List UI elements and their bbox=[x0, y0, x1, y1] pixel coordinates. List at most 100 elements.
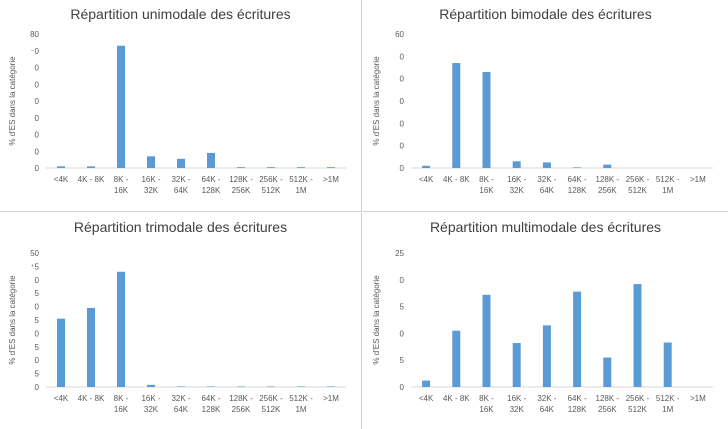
chart-title: Répartition trimodale des écritures bbox=[73, 219, 288, 235]
y-tick-label: 0 bbox=[35, 276, 40, 285]
y-tick-label: ⁺5 bbox=[30, 262, 39, 271]
y-tick-label: 0 bbox=[35, 147, 40, 156]
bar bbox=[512, 161, 521, 168]
y-tick-label: 25 bbox=[395, 249, 404, 258]
y-axis-title: % d'ES dans la catégorie bbox=[372, 56, 381, 146]
x-tick-label: 16K bbox=[114, 405, 129, 414]
x-tick-label: 16K bbox=[479, 405, 494, 414]
y-tick-label: 0 bbox=[35, 303, 40, 312]
x-tick-label: 128K - bbox=[596, 394, 620, 403]
x-tick-label: 8K - bbox=[114, 175, 129, 184]
y-tick-label: 5 bbox=[35, 343, 40, 352]
x-tick-label: >1M bbox=[690, 175, 706, 184]
x-tick-label: 8K - bbox=[114, 394, 129, 403]
x-tick-label: 512K bbox=[628, 186, 647, 195]
bar bbox=[512, 343, 521, 387]
bar bbox=[633, 284, 642, 387]
x-tick-label: 16K bbox=[114, 186, 129, 195]
bar bbox=[87, 166, 95, 168]
x-tick-label: >1M bbox=[323, 175, 339, 184]
x-tick-label: 512K bbox=[262, 405, 281, 414]
x-tick-label: 512K bbox=[628, 405, 647, 414]
y-tick-label: 0 bbox=[400, 119, 405, 128]
chart-title: Répartition bimodale des écritures bbox=[439, 6, 652, 22]
bar bbox=[237, 386, 245, 387]
x-tick-label: 128K - bbox=[596, 175, 620, 184]
x-tick-label: 32K bbox=[510, 186, 525, 195]
x-tick-label: 32K - bbox=[171, 175, 190, 184]
bar bbox=[207, 152, 215, 168]
chart-title: Répartition unimodale des écritures bbox=[70, 6, 291, 22]
y-tick-label: 0 bbox=[35, 383, 40, 392]
x-tick-label: 16K - bbox=[141, 175, 160, 184]
chart-svg: 0 0 0 0 0 0 60 % d'ES dans la catégorie <4K 4K - … bbox=[372, 30, 713, 195]
bar bbox=[452, 63, 461, 168]
y-tick-label: 5 bbox=[35, 289, 40, 298]
bar bbox=[117, 271, 125, 387]
x-tick-label: 256K - bbox=[259, 175, 283, 184]
x-tick-label: <4K bbox=[54, 175, 69, 184]
y-tick-label: 0 bbox=[35, 114, 40, 123]
bar bbox=[663, 342, 672, 387]
x-tick-label: 16K - bbox=[507, 175, 526, 184]
x-tick-label: 128K bbox=[202, 405, 221, 414]
x-tick-label: >1M bbox=[690, 394, 706, 403]
y-axis-title: % d'ES dans la catégorie bbox=[372, 275, 381, 365]
bar bbox=[297, 386, 305, 387]
bar bbox=[573, 167, 582, 168]
x-tick-label: <4K bbox=[419, 394, 434, 403]
x-tick-label: 32K bbox=[144, 186, 159, 195]
x-tick-label: 64K bbox=[174, 186, 189, 195]
x-tick-label: 8K - bbox=[479, 175, 494, 184]
x-tick-label: 256K - bbox=[626, 175, 650, 184]
bar bbox=[422, 380, 431, 387]
bar bbox=[603, 357, 612, 387]
chart-title: Répartition multimodale des écritures bbox=[429, 219, 662, 235]
x-tick-label: 64K - bbox=[201, 175, 220, 184]
x-tick-label: 8K - bbox=[479, 394, 494, 403]
bar bbox=[177, 158, 185, 168]
chart-panel-unimodal: Répartition unimodale des écritures 0 0 0 0… bbox=[0, 0, 362, 212]
bar bbox=[177, 386, 185, 387]
bar bbox=[57, 166, 65, 168]
bar bbox=[297, 167, 305, 168]
x-tick-label: 4K - 8K bbox=[443, 394, 470, 403]
y-tick-label: 0 bbox=[400, 276, 405, 285]
x-tick-label: 1M bbox=[662, 186, 673, 195]
y-tick-label: 0 bbox=[35, 356, 40, 365]
x-tick-label: >1M bbox=[323, 394, 339, 403]
x-tick-label: 256K bbox=[232, 186, 251, 195]
bar bbox=[237, 167, 245, 168]
y-tick-label: 0 bbox=[35, 131, 40, 140]
x-tick-label: 64K bbox=[540, 186, 555, 195]
x-tick-label: 4K - 8K bbox=[78, 394, 105, 403]
x-tick-label: 4K - 8K bbox=[78, 175, 105, 184]
bar bbox=[117, 45, 125, 168]
bar bbox=[542, 325, 551, 387]
x-tick-label: 512K - bbox=[289, 394, 313, 403]
y-tick-label: 0 bbox=[400, 383, 405, 392]
y-tick-label: 0 bbox=[35, 164, 40, 173]
bar bbox=[57, 318, 65, 387]
y-tick-label: 0 bbox=[400, 164, 405, 173]
x-tick-label: <4K bbox=[54, 394, 69, 403]
x-tick-label: 128K - bbox=[229, 394, 253, 403]
y-tick-label: 50 bbox=[30, 249, 39, 258]
y-tick-label: 0 bbox=[35, 80, 40, 89]
y-tick-label: 0 bbox=[400, 142, 405, 151]
y-tick-label: 0 bbox=[400, 97, 405, 106]
x-tick-label: 1M bbox=[295, 186, 306, 195]
y-tick-label: 0 bbox=[35, 64, 40, 73]
x-tick-label: 128K bbox=[568, 186, 587, 195]
x-tick-label: 1M bbox=[295, 405, 306, 414]
bar bbox=[207, 386, 215, 387]
y-tick-label: 0 bbox=[400, 75, 405, 84]
y-tick-label: 0 bbox=[400, 52, 405, 61]
y-tick-label: 80 bbox=[30, 30, 39, 39]
y-tick-label: ⁻0 bbox=[30, 47, 39, 56]
x-tick-label: 16K - bbox=[141, 394, 160, 403]
x-tick-label: 16K - bbox=[507, 394, 526, 403]
x-tick-label: 16K bbox=[479, 186, 494, 195]
chart-svg: 0 0 0 0 0 0 0 ⁻0 80 % d'ES dans la catégorie <4K 4K… bbox=[8, 30, 346, 195]
bar bbox=[267, 386, 275, 387]
